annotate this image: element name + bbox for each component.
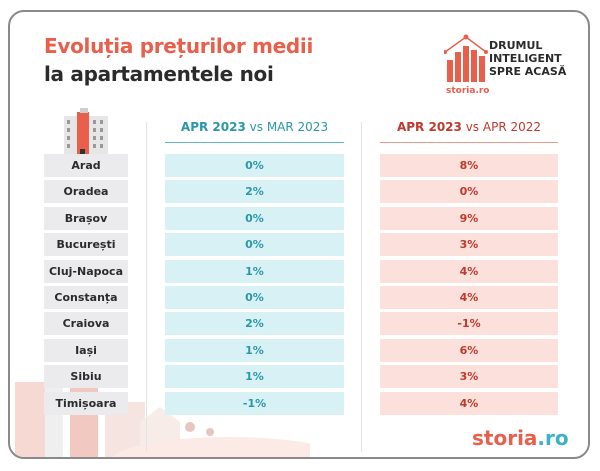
apartment-building-icon — [64, 108, 108, 156]
slogan-line: INTELIGENT — [489, 52, 562, 65]
yoy-value: 0% — [380, 180, 558, 204]
mom-value: 1% — [165, 259, 344, 283]
city-skyline-illustration — [15, 367, 310, 457]
mom-value: 2% — [165, 180, 344, 204]
mom-value: 0% — [165, 206, 344, 230]
header-rest: vs MAR 2023 — [249, 120, 329, 134]
mom-value: 2% — [165, 312, 344, 336]
city-label: Sibiu — [44, 365, 128, 389]
city-label: Cluj-Napoca — [44, 259, 128, 283]
city-label: Craiova — [44, 312, 128, 336]
brand-name: storia — [472, 426, 538, 450]
title-line-1: Evoluția prețurilor medii — [44, 34, 314, 58]
city-label: București — [44, 233, 128, 257]
header-bold: APR 2023 — [396, 120, 462, 134]
mom-value: 0% — [165, 286, 344, 309]
storia-brand-logo: storia.ro — [472, 426, 569, 450]
infographic-card: Evoluția prețurilor medii la apartamente… — [8, 10, 590, 459]
yoy-value: 8% — [380, 154, 558, 177]
mom-value: -1% — [165, 391, 344, 415]
slogan-line: DRUMUL — [489, 39, 543, 52]
mom-value: 0% — [165, 154, 344, 177]
yoy-value: 4% — [380, 286, 558, 309]
city-label: Arad — [44, 154, 128, 177]
storia-house-chart-logo — [444, 34, 488, 82]
divider — [146, 122, 147, 452]
yoy-value: 3% — [380, 365, 558, 389]
city-label: Oradea — [44, 180, 128, 204]
city-label: Iași — [44, 338, 128, 362]
yoy-value: -1% — [380, 312, 558, 336]
city-label: Timișoara — [44, 391, 128, 415]
header-bold: APR 2023 — [180, 120, 246, 134]
city-label: Constanța — [44, 286, 128, 309]
yoy-value: 9% — [380, 206, 558, 230]
column-header-yoy: APR 2023 vs APR 2022 — [380, 120, 558, 143]
logo-brand-small: storia.ro — [446, 86, 490, 96]
logo-slogan: DRUMUL INTELIGENT SPRE ACASĂ — [489, 39, 566, 78]
yoy-value: 6% — [380, 338, 558, 362]
city-label: Brașov — [44, 206, 128, 230]
slogan-line: SPRE ACASĂ — [489, 65, 567, 78]
mom-value: 1% — [165, 365, 344, 389]
yoy-value: 3% — [380, 233, 558, 257]
brand-suffix: .ro — [537, 426, 569, 450]
title-line-2: la apartamentele noi — [44, 62, 274, 86]
divider — [361, 122, 362, 452]
yoy-value: 4% — [380, 391, 558, 415]
mom-value: 0% — [165, 233, 344, 257]
column-header-mom: APR 2023 vs MAR 2023 — [165, 120, 344, 143]
yoy-value: 4% — [380, 259, 558, 283]
mom-value: 1% — [165, 338, 344, 362]
header-rest: vs APR 2022 — [465, 120, 542, 134]
